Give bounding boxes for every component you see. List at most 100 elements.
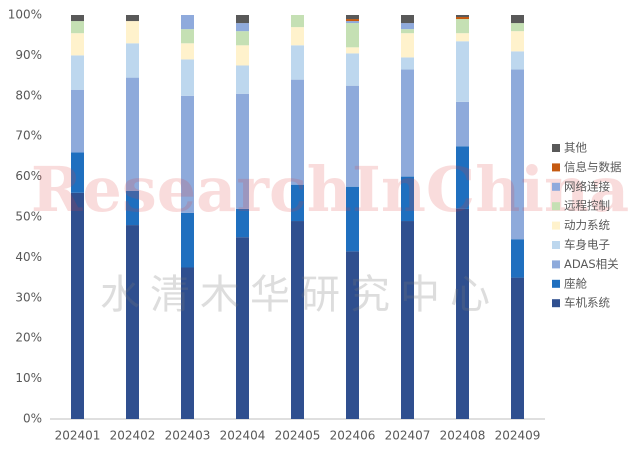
bar-segment — [346, 23, 359, 48]
x-tick-label: 202406 — [330, 429, 376, 443]
bar-segment — [236, 15, 249, 24]
y-tick-label: 0% — [23, 412, 42, 426]
legend-swatch — [552, 144, 560, 152]
bar-segment — [71, 15, 84, 22]
x-tick-label: 202408 — [440, 429, 486, 443]
y-tick-label: 90% — [15, 48, 42, 62]
bar-segment — [511, 277, 524, 419]
bar-segment — [71, 89, 84, 153]
legend-label: 车身电子 — [564, 238, 610, 252]
bar-segment — [511, 15, 524, 24]
bar-segment — [346, 186, 359, 252]
x-tick-label: 202409 — [495, 429, 541, 443]
bar-segment — [181, 15, 194, 30]
bar-segment — [126, 15, 139, 22]
bar-segment — [71, 33, 84, 56]
bar-segment — [126, 21, 139, 44]
bar-segment — [236, 93, 249, 209]
legend-swatch — [552, 202, 560, 211]
bar-segment — [346, 21, 359, 24]
bar-segment — [401, 176, 414, 222]
bar-segment — [401, 69, 414, 177]
watermark: ResearchInChina — [31, 153, 629, 226]
bar-segment — [401, 57, 414, 70]
bar-segment — [456, 208, 469, 419]
bar-segment — [236, 31, 249, 46]
legend-label: 信息与数据 — [564, 160, 622, 174]
y-tick-label: 50% — [15, 210, 42, 224]
x-tick-label: 202407 — [385, 429, 431, 443]
legend-label: ADAS相关 — [564, 257, 619, 271]
bar-segment — [126, 43, 139, 78]
legend-swatch — [552, 299, 560, 308]
x-tick-label: 202401 — [55, 429, 101, 443]
legend-label: 座舱 — [564, 276, 587, 290]
y-tick-label: 100% — [8, 8, 42, 22]
bar-segment — [401, 33, 414, 58]
bar-segment — [401, 15, 414, 24]
legend-swatch — [552, 260, 560, 269]
y-tick-label: 60% — [15, 169, 42, 183]
bar-segment — [236, 208, 249, 238]
bar-segment — [511, 69, 524, 240]
bar-segment — [401, 29, 414, 34]
bar-segment — [181, 59, 194, 96]
bar-segment — [456, 33, 469, 42]
bar-segment — [291, 45, 304, 80]
legend-swatch — [552, 163, 560, 172]
bar-segment — [346, 47, 359, 54]
legend-label: 车机系统 — [564, 296, 610, 310]
bar-segment — [291, 79, 304, 185]
bar-segment — [291, 15, 304, 28]
bar-segment — [511, 239, 524, 278]
bar-segment — [236, 65, 249, 94]
bar-segment — [71, 152, 84, 193]
legend-label: 网络连接 — [564, 179, 610, 193]
y-tick-label: 80% — [15, 88, 42, 102]
bar-segment — [291, 184, 304, 222]
bar-segment — [181, 29, 194, 44]
bar-segment — [511, 23, 524, 32]
bar-segment — [236, 45, 249, 66]
bar-segment — [456, 15, 469, 18]
bar-segment — [291, 221, 304, 419]
bar-segment — [401, 23, 414, 30]
bar-segment — [511, 51, 524, 70]
legend-swatch — [552, 221, 560, 230]
y-tick-label: 10% — [15, 371, 42, 385]
bar-segment — [456, 41, 469, 102]
bar-segment — [126, 77, 139, 191]
bar-segment — [511, 31, 524, 52]
bar-segment — [456, 146, 469, 209]
watermark: 水清木华研究中心 — [100, 272, 500, 318]
legend-label: 动力系统 — [564, 218, 610, 232]
bar-segment — [346, 53, 359, 86]
legend-label: 远程控制 — [564, 199, 610, 213]
bar-segment — [181, 212, 194, 268]
y-tick-label: 30% — [15, 290, 42, 304]
legend-label: 其他 — [564, 141, 587, 155]
bar-segment — [126, 190, 139, 226]
x-tick-label: 202405 — [275, 429, 321, 443]
x-tick-label: 202402 — [110, 429, 156, 443]
y-tick-label: 20% — [15, 331, 42, 345]
bar-segment — [236, 23, 249, 32]
bar-segment — [126, 225, 139, 419]
bar-segment — [71, 55, 84, 90]
bar-segment — [456, 19, 469, 34]
bar-segment — [181, 95, 194, 213]
legend-swatch — [552, 182, 560, 191]
bar-segment — [346, 251, 359, 419]
bar-segment — [236, 237, 249, 419]
bar-segment — [291, 27, 304, 46]
y-tick-label: 40% — [15, 250, 42, 264]
legend-swatch — [552, 241, 560, 249]
bar-segment — [181, 43, 194, 60]
bar-segment — [346, 19, 359, 22]
bar-segment — [401, 221, 414, 419]
legend-swatch — [552, 279, 560, 288]
x-tick-label: 202404 — [220, 429, 266, 443]
bar-segment — [181, 267, 194, 419]
bar-segment — [346, 85, 359, 187]
